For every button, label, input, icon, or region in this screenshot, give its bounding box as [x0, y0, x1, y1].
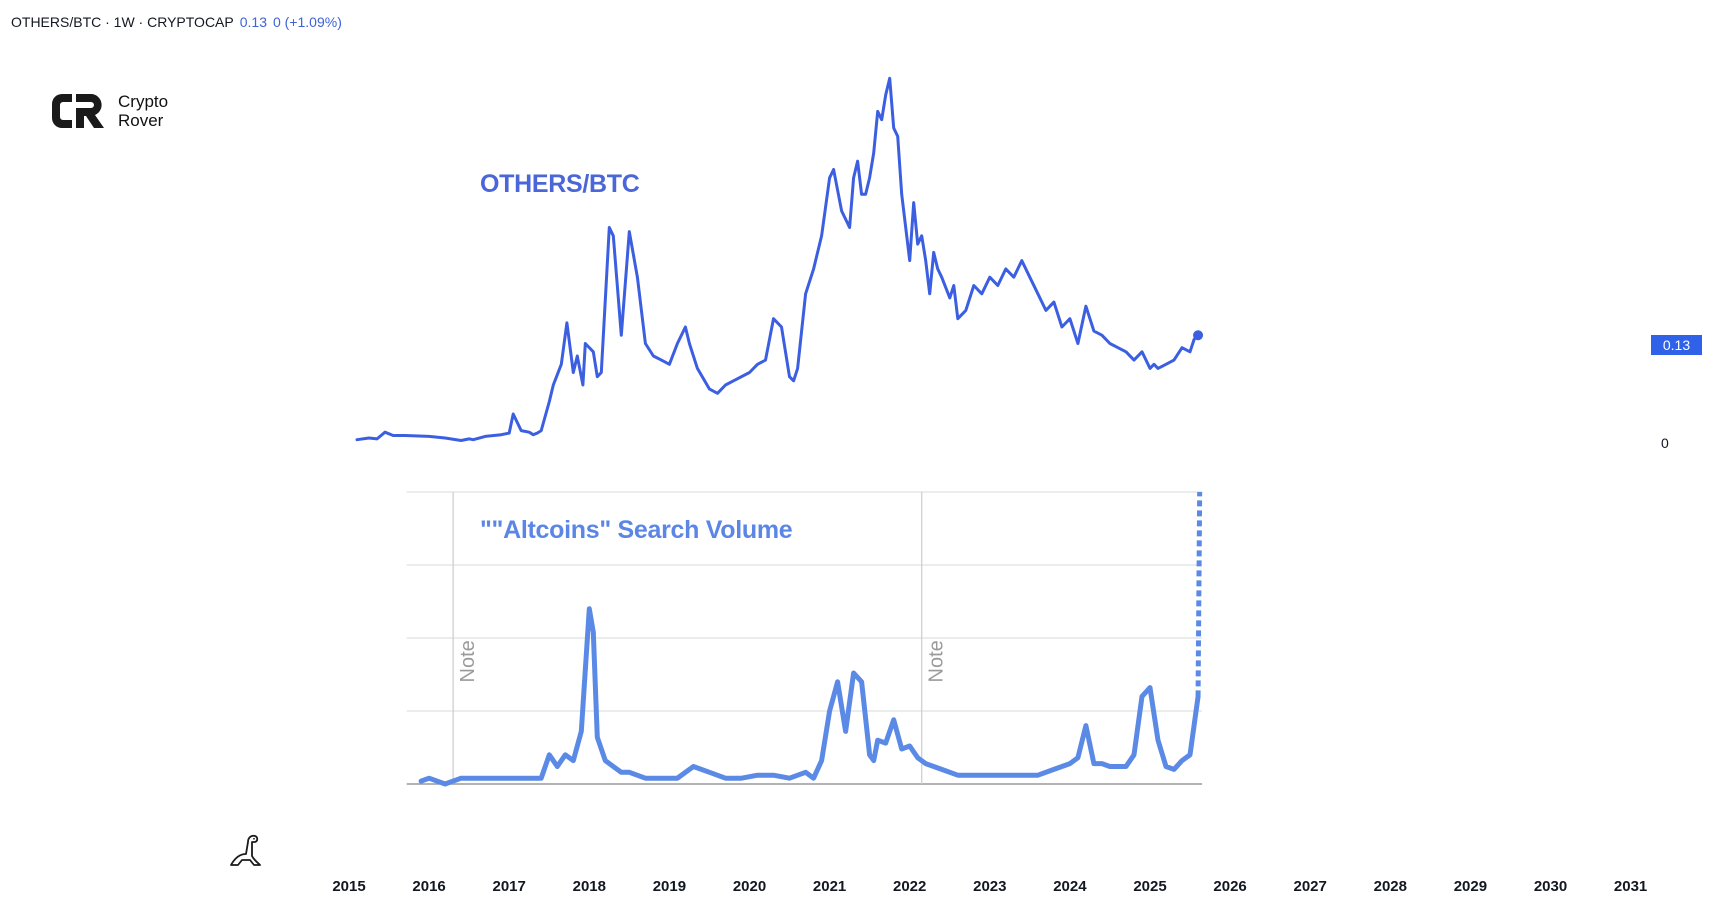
price-change: 0 (+1.09%): [272, 14, 342, 30]
cr-logo-icon: [52, 94, 104, 128]
dinosaur-icon[interactable]: [228, 832, 262, 873]
brand-name-line1: Crypto: [118, 92, 169, 111]
symbol-header: OTHERS/BTC · 1W · CRYPTOCAP 0.13 0 (+1.09%…: [11, 14, 342, 30]
x-tick-label: 2027: [1294, 878, 1327, 895]
x-axis: 2015 2016 2017 2018 2019 2020 2021 2022 2023 2024…: [332, 878, 1647, 895]
search-volume-line: [418, 606, 1201, 787]
x-tick-label: 2022: [893, 878, 926, 895]
note-label: Note: [926, 640, 948, 682]
last-price-point: [1193, 330, 1204, 341]
search-volume-chart-title: ""Altcoins" Search Volume: [480, 516, 793, 544]
x-tick-label: 2031: [1614, 878, 1647, 895]
x-tick-label: 2019: [653, 878, 686, 895]
others-btc-line: [355, 76, 1200, 442]
price-scale-zero: 0: [1661, 435, 1669, 451]
symbol-label: OTHERS/BTC · 1W · CRYPTOCAP: [11, 14, 234, 30]
x-tick-label: 2030: [1534, 878, 1567, 895]
x-tick-label: 2018: [573, 878, 606, 895]
x-tick-label: 2021: [813, 878, 846, 895]
x-tick-label: 2028: [1374, 878, 1407, 895]
x-tick-label: 2029: [1454, 878, 1487, 895]
x-tick-label: 2025: [1133, 878, 1166, 895]
x-tick-label: 2016: [412, 878, 445, 895]
x-tick-label: 2020: [733, 878, 766, 895]
others-btc-chart-title: OTHERS/BTC: [480, 170, 640, 198]
x-tick-label: 2023: [973, 878, 1006, 895]
series-lines: [355, 76, 1204, 787]
current-price-label[interactable]: 0.13: [1651, 335, 1702, 355]
note-annotations: Note Note: [452, 492, 948, 784]
x-tick-label: 2024: [1053, 878, 1087, 895]
search-gridlines: [406, 491, 1203, 785]
x-tick-label: 2026: [1213, 878, 1246, 895]
note-label: Note: [457, 640, 479, 682]
x-tick-label: 2017: [493, 878, 526, 895]
brand-name-line2: Rover: [118, 111, 164, 130]
crypto-rover-logo: Crypto Rover: [50, 90, 168, 132]
price-value: 0.13: [239, 14, 267, 30]
x-tick-label: 2015: [332, 878, 365, 895]
search-volume-projection: [1195, 491, 1203, 697]
